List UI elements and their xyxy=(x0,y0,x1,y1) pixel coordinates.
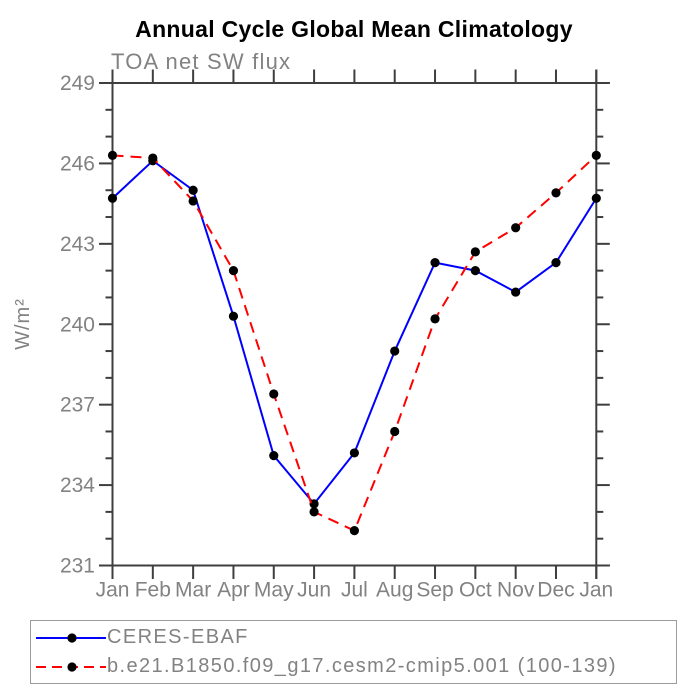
svg-text:Jul: Jul xyxy=(341,579,368,602)
svg-text:Jan: Jan xyxy=(96,579,130,602)
svg-text:249: 249 xyxy=(60,72,95,95)
svg-text:Oct: Oct xyxy=(459,579,492,602)
svg-text:246: 246 xyxy=(60,152,95,175)
chart-title: Annual Cycle Global Mean Climatology xyxy=(135,16,573,42)
svg-text:Jan: Jan xyxy=(579,579,613,602)
legend-box: CERES-EBAF b.e21.B1850.f09_g17.cesm2-cmi… xyxy=(30,620,677,684)
svg-text:Apr: Apr xyxy=(217,579,250,602)
svg-text:Mar: Mar xyxy=(175,579,211,602)
svg-text:Sep: Sep xyxy=(416,579,453,602)
svg-text:243: 243 xyxy=(60,233,95,256)
svg-text:234: 234 xyxy=(60,474,95,497)
legend-swatch-blue-solid-line-icon xyxy=(36,632,106,643)
svg-text:Aug: Aug xyxy=(376,579,413,602)
svg-text:Feb: Feb xyxy=(135,579,171,602)
svg-text:May: May xyxy=(254,579,294,602)
svg-text:240: 240 xyxy=(60,313,95,336)
svg-text:Jun: Jun xyxy=(297,579,331,602)
legend-item-cesm2-run: b.e21.B1850.f09_g17.cesm2-cmip5.001 (100… xyxy=(31,652,676,681)
svg-text:W/m²: W/m² xyxy=(12,298,34,350)
legend-label: b.e21.B1850.f09_g17.cesm2-cmip5.001 (100… xyxy=(107,655,617,677)
svg-text:231: 231 xyxy=(60,555,95,578)
legend-swatch-red-dashed-line-icon xyxy=(36,661,106,672)
svg-text:Dec: Dec xyxy=(537,579,574,602)
legend-label: CERES-EBAF xyxy=(107,626,249,648)
chart-left-string: TOA net SW flux xyxy=(111,49,292,74)
svg-text:Nov: Nov xyxy=(497,579,535,602)
svg-text:237: 237 xyxy=(60,394,95,417)
legend-item-ceres-ebaf: CERES-EBAF xyxy=(31,623,676,652)
